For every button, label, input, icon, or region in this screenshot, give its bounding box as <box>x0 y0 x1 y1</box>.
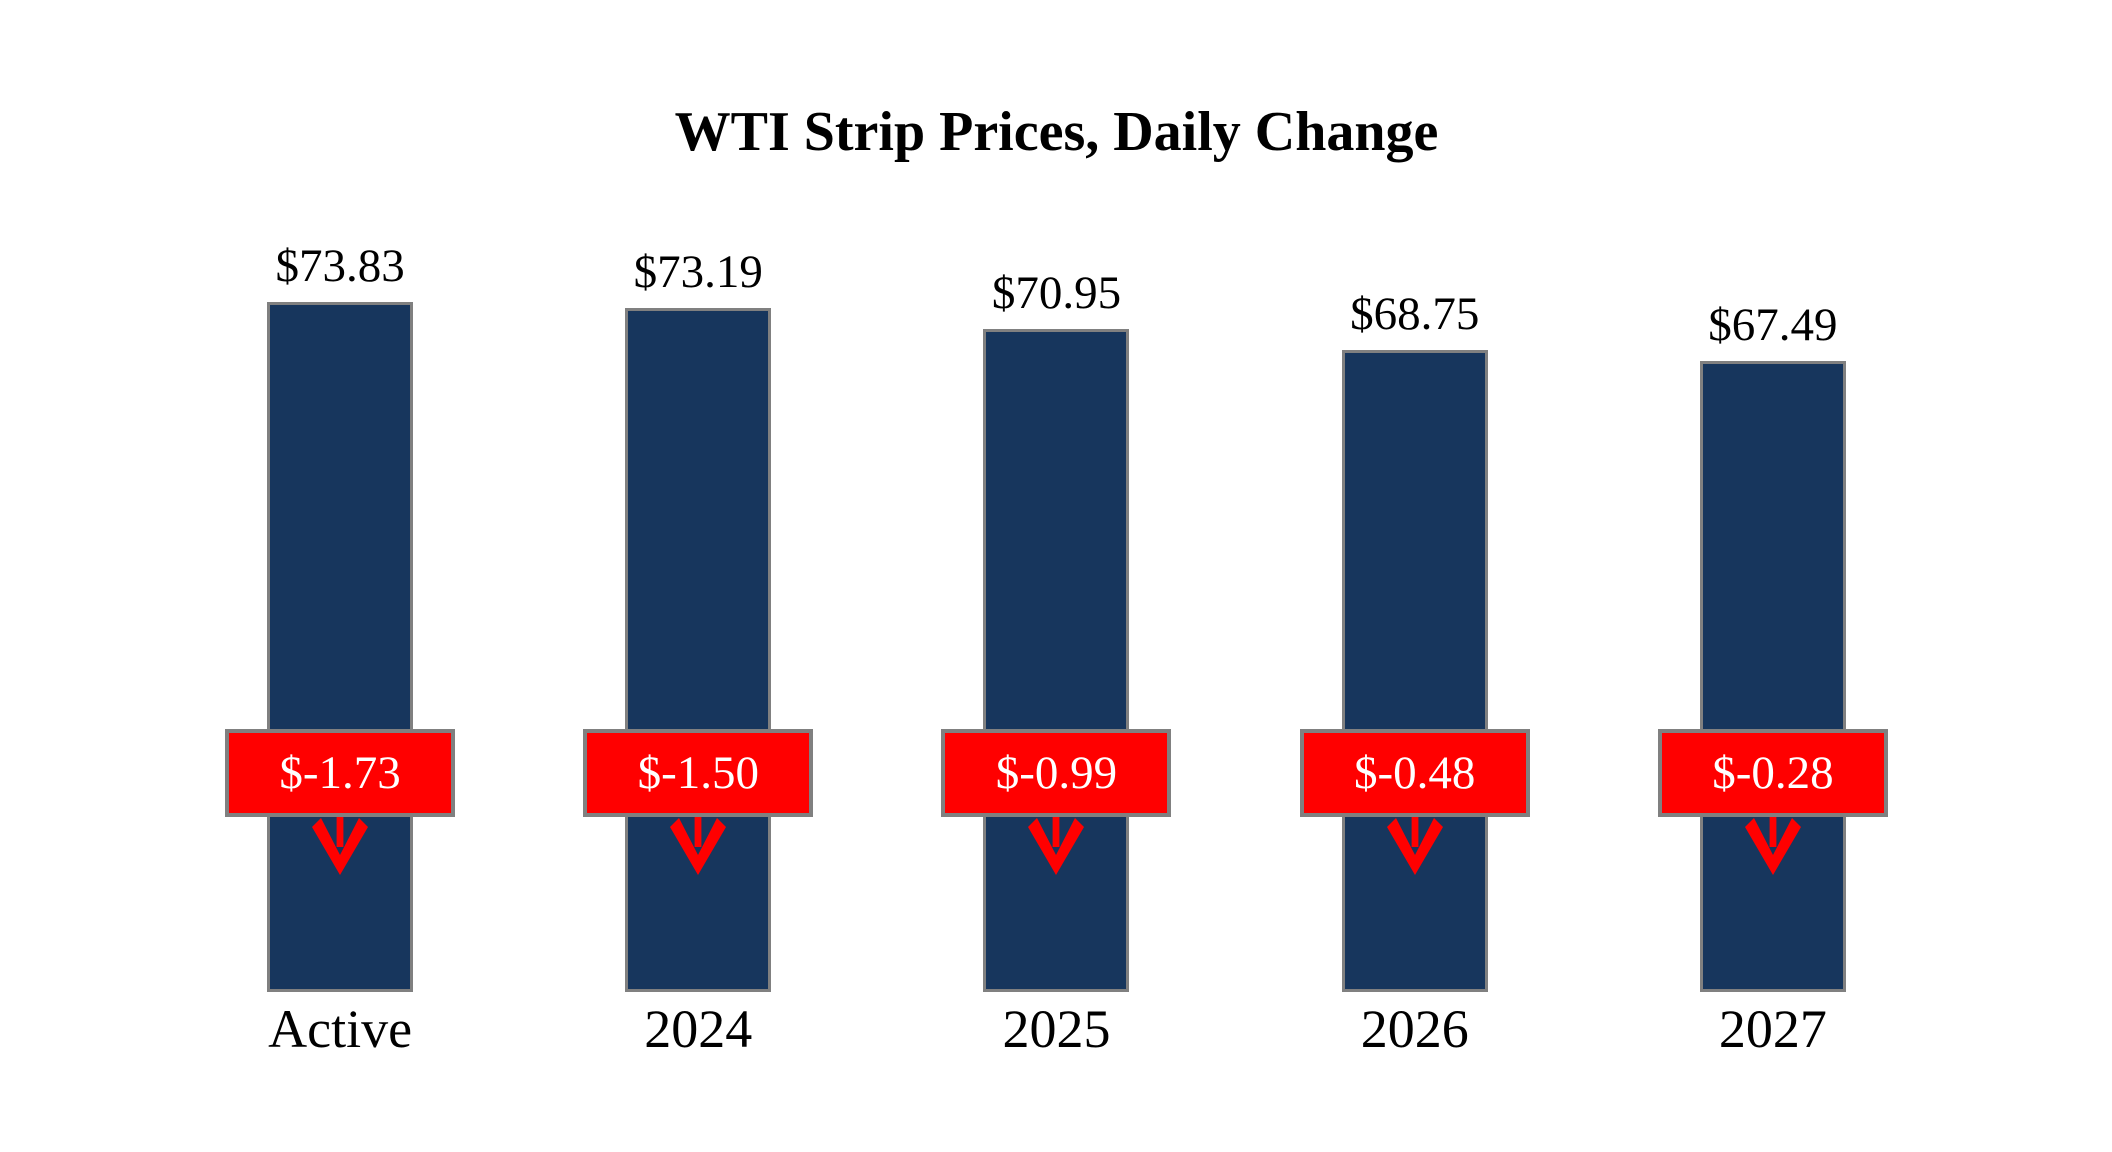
down-arrow-icon <box>1744 814 1801 875</box>
price-bar <box>625 308 772 992</box>
arrow-head <box>1386 818 1443 875</box>
arrow-stem <box>694 814 702 847</box>
daily-change-badge: $-0.28 <box>1657 729 1888 817</box>
price-label: $67.49 <box>1708 299 1838 351</box>
daily-change-label: $-1.50 <box>637 747 759 799</box>
category-label: 2026 <box>1360 999 1469 1059</box>
daily-change-badge: $-0.48 <box>1299 729 1530 817</box>
arrow-head <box>1028 818 1085 875</box>
price-bar <box>1341 350 1488 992</box>
price-label: $68.75 <box>1350 288 1480 340</box>
bar-group: $73.83 $-1.73 Active <box>161 0 519 1152</box>
daily-change-badge: $-0.99 <box>941 729 1172 817</box>
price-label: $70.95 <box>991 267 1122 319</box>
category-label: Active <box>268 999 413 1059</box>
price-bar <box>1699 361 1846 992</box>
category-label: 2025 <box>1002 999 1111 1059</box>
bar-group: $70.95 $-0.99 2025 <box>877 0 1235 1152</box>
daily-change-label: $-0.28 <box>1712 747 1834 799</box>
arrow-stem <box>1411 814 1419 847</box>
down-arrow-icon <box>670 814 727 875</box>
down-arrow-icon <box>1386 814 1443 875</box>
down-arrow-icon <box>312 814 369 875</box>
daily-change-badge: $-1.73 <box>225 729 456 817</box>
down-arrow-icon <box>1028 814 1085 875</box>
price-label: $73.83 <box>275 240 405 292</box>
price-bar <box>267 302 414 992</box>
arrow-stem <box>1053 814 1060 847</box>
price-bar <box>983 329 1130 992</box>
arrow-head <box>670 818 727 875</box>
arrow-stem <box>1769 814 1777 847</box>
arrow-head <box>312 818 369 875</box>
chart-title: WTI Strip Prices, Daily Change <box>674 101 1439 163</box>
price-label: $73.19 <box>633 246 763 298</box>
daily-change-label: $-0.99 <box>995 747 1118 799</box>
category-label: 2024 <box>644 999 753 1059</box>
daily-change-label: $-0.48 <box>1353 747 1476 799</box>
bar-group: $73.19 $-1.50 2024 <box>519 0 877 1152</box>
bar-group: $68.75 $-0.48 2026 <box>1236 0 1594 1152</box>
daily-change-badge: $-1.50 <box>583 729 814 817</box>
daily-change-label: $-1.73 <box>279 747 401 799</box>
arrow-stem <box>336 814 344 847</box>
bar-group: $67.49 $-0.28 2027 <box>1594 0 1952 1152</box>
arrow-head <box>1744 818 1801 875</box>
category-label: 2027 <box>1718 999 1827 1059</box>
